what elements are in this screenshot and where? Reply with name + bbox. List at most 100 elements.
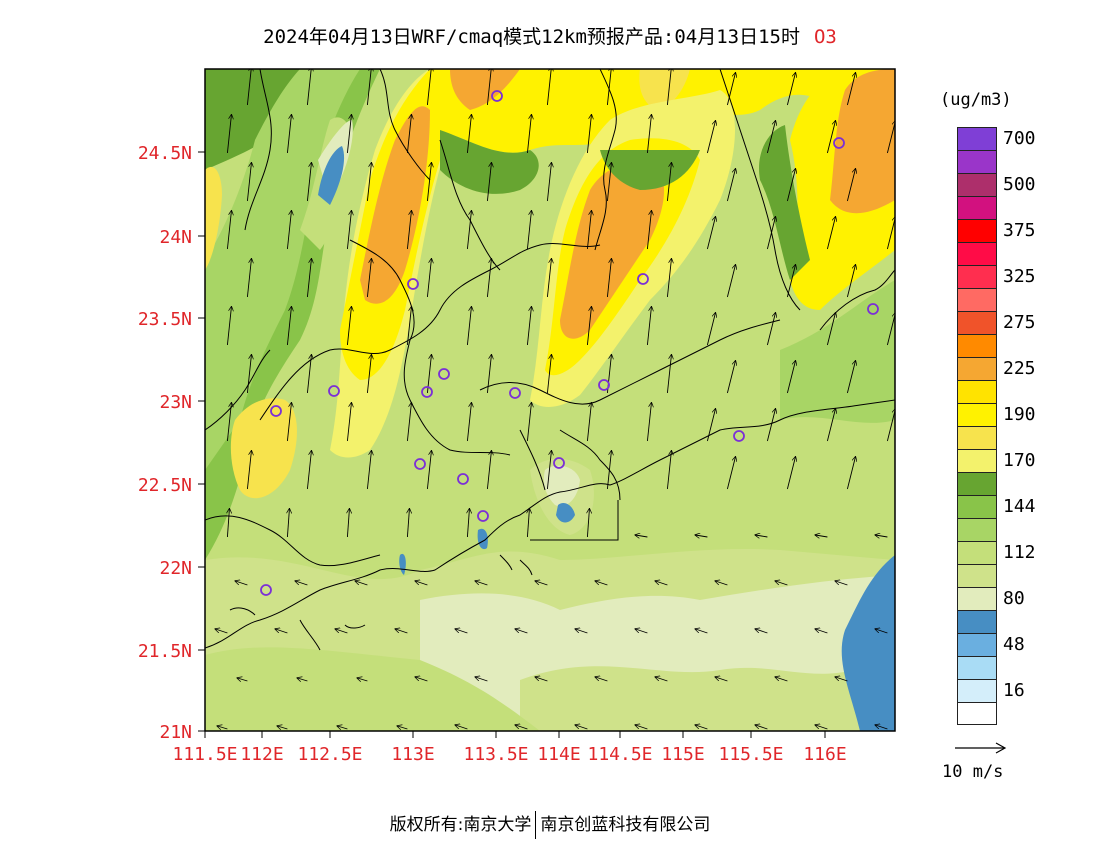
wind-arrow-icon [306,259,311,298]
wind-arrow-icon [415,581,428,586]
wind-arrow-icon [535,581,548,586]
wind-arrow-icon [695,629,708,634]
wind-arrow-icon [366,163,371,202]
wind-arrow-icon [875,629,888,634]
wind-arrow-icon [907,169,915,201]
map-title: 2024年04月13日WRF/cmaq模式12km预报产品:04月13日15时 O… [0,22,1100,49]
wind-arrow-icon [246,451,251,490]
wind-arrow-icon [835,677,848,682]
vector-reference-arrow [955,742,1007,754]
legend-swatch [957,633,997,656]
wind-arrow-icon [286,211,291,250]
wind-arrow-icon [546,355,551,394]
wind-arrow-icon [846,169,855,202]
wind-arrow-icon [475,581,488,586]
legend-label: 144 [1003,496,1036,517]
station-circle-icon [509,387,521,399]
wind-arrow-icon [886,121,895,154]
wind-arrow-icon [226,403,231,442]
station-circle-icon [598,379,610,391]
wind-arrow-icon [755,535,768,537]
wind-arrow-icon [726,169,735,202]
wind-arrow-icon [706,313,715,346]
wind-arrow-icon [826,313,835,346]
lat-tick-label: 21N [159,722,192,743]
station-circle-icon [260,584,272,596]
legend-swatch [957,196,997,219]
lat-tick-label: 23N [159,392,192,413]
lon-tick-label: 112.5E [297,744,362,765]
wind-arrow-icon [907,73,915,105]
wind-arrow-icon [546,163,551,202]
lat-tick-label: 22.5N [138,475,192,496]
wind-arrow-icon [575,725,588,730]
wind-arrow-icon [786,169,795,202]
wind-arrow-icon [455,629,468,634]
footer-separator [535,811,537,839]
wind-arrow-icon [546,451,551,490]
wind-arrow-icon [766,121,775,154]
station-circle-icon [328,385,340,397]
wind-arrow-icon [357,678,368,681]
wind-arrow-icon [526,115,531,154]
wind-arrow-icon [766,409,775,442]
legend-swatch [957,311,997,334]
lat-tick-label: 24N [159,227,192,248]
wind-arrow-icon [355,581,368,586]
lon-tick-label: 115.5E [718,744,783,765]
wind-arrow-icon [726,73,735,106]
wind-arrow-icon [595,677,608,682]
wind-arrow-icon [306,163,311,202]
lon-tick-label: 113.5E [463,744,528,765]
wind-arrow-icon [217,726,228,729]
lat-tick-label: 24.5N [138,143,192,164]
wind-arrow-icon [526,307,531,346]
legend-swatch [957,656,997,679]
legend-swatch [957,426,997,449]
wind-arrow-icon [586,115,591,154]
wind-arrow-icon [846,361,855,394]
wind-arrow-icon [655,581,668,586]
wind-arrow-icon [706,217,715,250]
wind-arrow-icon [466,403,471,442]
legend-label: 375 [1003,220,1036,241]
legend-swatch [957,518,997,541]
wind-arrow-icon [426,69,431,106]
station-circle-icon [438,368,450,380]
wind-arrow-icon [695,535,708,537]
legend-swatch [957,150,997,173]
lon-tick-label: 112E [240,744,283,765]
wind-arrow-icon [295,581,308,586]
wind-arrow-icon [835,581,848,586]
wind-arrow-icon [886,217,895,250]
wind-arrow-icon [666,69,671,106]
wind-arrow-icon [406,115,411,154]
wind-arrow-icon [886,313,895,346]
wind-arrow-icon [586,211,591,250]
wind-arrow-icon [486,163,491,202]
wind-arrow-icon [306,69,311,106]
copyright-footer: 版权所有:南京大学 南京创蓝科技有限公司 [0,810,1100,839]
wind-arrow-icon [426,259,431,298]
wind-arrow-icon [466,307,471,346]
legend-label: 225 [1003,358,1036,379]
pollutant-label: O3 [813,26,837,48]
wind-arrow-icon [346,211,351,250]
legend-label: 112 [1003,542,1036,563]
legend-swatch [957,702,997,725]
wind-arrow-icon [486,259,491,298]
legend-swatch [957,403,997,426]
wind-arrow-icon [646,211,651,250]
station-circle-icon [491,90,503,102]
wind-arrow-icon [715,677,728,682]
wind-arrow-icon [706,121,715,154]
wind-arrow-icon [546,69,551,106]
wind-arrow-icon [366,355,371,394]
wind-arrow-icon [395,629,408,634]
wind-arrow-icon [246,355,251,394]
wind-arrow-icon [775,581,788,586]
wind-arrow-icon [815,535,828,537]
wind-arrow-icon [306,355,311,394]
station-circle-icon [553,457,565,469]
wind-arrow-icon [347,509,349,538]
